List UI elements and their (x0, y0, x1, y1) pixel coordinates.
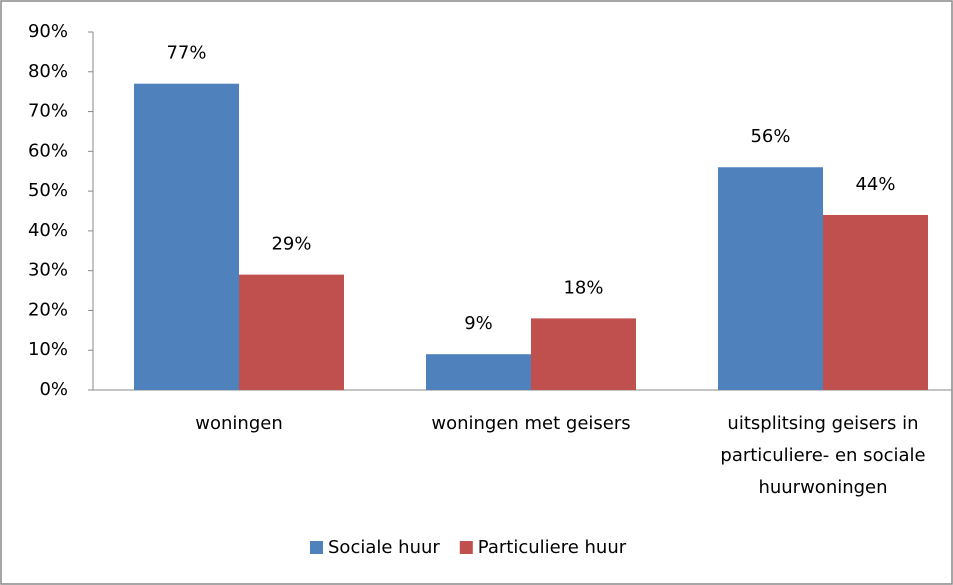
bar (426, 354, 531, 390)
bar (718, 167, 823, 390)
y-tick-label: 30% (28, 260, 68, 281)
data-label: 56% (750, 126, 790, 147)
x-tick-label: woningen met geisers (431, 413, 630, 434)
x-tick-label: uitsplitsing geisers in particuliere- en … (720, 413, 925, 498)
legend-swatch (459, 541, 473, 554)
y-tick-label: 90% (28, 21, 68, 42)
y-tick-label: 60% (28, 140, 68, 161)
y-tick-label: 40% (28, 220, 68, 241)
legend-label: Sociale huur (328, 537, 440, 558)
bar (239, 274, 344, 390)
data-label: 18% (563, 277, 603, 298)
data-label: 77% (166, 43, 206, 64)
y-tick-label: 70% (28, 101, 68, 122)
bar (134, 83, 239, 390)
y-tick-label: 20% (28, 299, 68, 320)
bar (531, 318, 636, 390)
data-label: 44% (855, 174, 895, 195)
legend-label: Particuliere huur (478, 537, 627, 558)
data-label: 29% (271, 234, 311, 255)
y-tick-label: 0% (39, 379, 68, 400)
y-tick-label: 80% (28, 61, 68, 82)
bar (823, 214, 928, 390)
y-tick-label: 50% (28, 180, 68, 201)
y-tick-label: 10% (28, 339, 68, 360)
x-tick-label: woningen (195, 413, 282, 434)
data-label: 9% (464, 313, 493, 334)
legend-swatch (310, 541, 323, 554)
